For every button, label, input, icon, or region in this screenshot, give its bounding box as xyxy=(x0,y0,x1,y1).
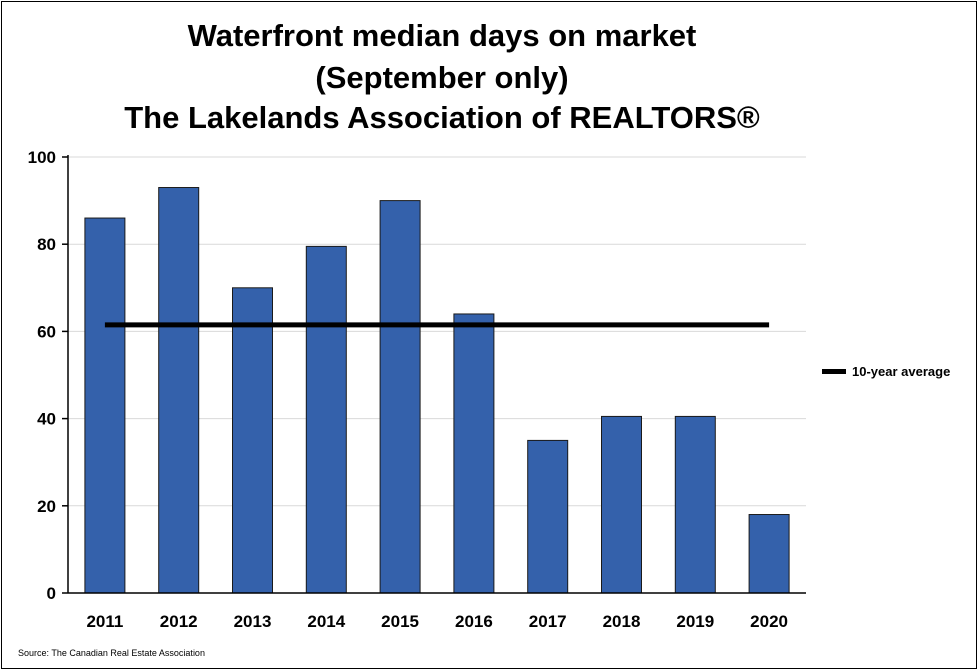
bar-2012 xyxy=(158,187,200,594)
bar-2017 xyxy=(527,439,569,594)
y-tick-label-80: 80 xyxy=(37,235,56,254)
y-tick-label-100: 100 xyxy=(28,148,56,167)
bar-2013 xyxy=(232,287,273,594)
y-tick-labels: 0 20 40 60 80 100 xyxy=(28,148,68,603)
x-tick-label-2012: 2012 xyxy=(160,612,198,631)
x-tick-label-2013: 2013 xyxy=(234,612,272,631)
bar-2011 xyxy=(84,217,126,594)
x-tick-label-2020: 2020 xyxy=(750,612,788,631)
bars xyxy=(84,187,790,594)
legend-label-10-year-average: 10-year average xyxy=(852,363,951,379)
y-tick-label-40: 40 xyxy=(37,410,56,429)
source-note: Source: The Canadian Real Estate Associa… xyxy=(18,648,205,658)
chart-title-line-1: Waterfront median days on market xyxy=(187,18,697,53)
legend-swatch-10-year-average xyxy=(822,368,846,374)
x-tick-label-2017: 2017 xyxy=(529,612,567,631)
x-tick-labels: 2011 2012 2013 2014 2015 2016 2017 2018 2019 2020 xyxy=(86,612,788,631)
bar-2014 xyxy=(305,245,347,594)
legend: 10-year average xyxy=(822,363,950,379)
bar-2020 xyxy=(748,514,790,594)
bar-2016 xyxy=(453,313,495,594)
y-tick-label-20: 20 xyxy=(37,497,56,516)
bar-2015 xyxy=(379,200,421,594)
y-tick-label-60: 60 xyxy=(37,322,56,341)
x-tick-label-2016: 2016 xyxy=(455,612,493,631)
x-tick-label-2015: 2015 xyxy=(381,612,419,631)
x-tick-label-2019: 2019 xyxy=(676,612,714,631)
x-tick-label-2014: 2014 xyxy=(307,612,345,631)
x-tick-label-2011: 2011 xyxy=(86,612,123,631)
chart-title-line-2: (September only) xyxy=(315,60,569,95)
bar-2019 xyxy=(674,415,716,594)
bar-2018 xyxy=(601,415,642,594)
x-tick-label-2018: 2018 xyxy=(603,612,641,631)
y-tick-label-0: 0 xyxy=(47,584,56,603)
chart-title-line-3: The Lakelands Association of REALTORS® xyxy=(124,100,760,135)
axes xyxy=(67,155,806,594)
